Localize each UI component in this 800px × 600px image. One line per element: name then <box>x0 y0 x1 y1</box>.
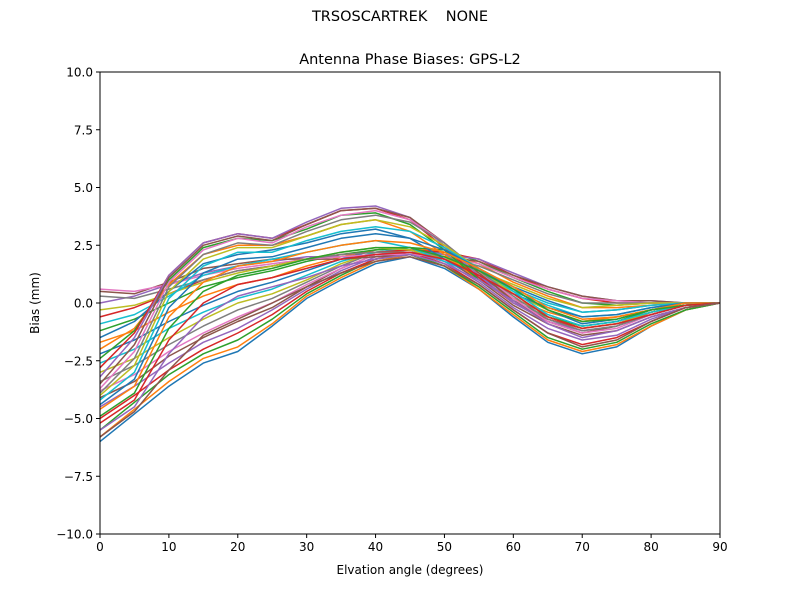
chart-title: Antenna Phase Biases: GPS-L2 <box>299 52 521 68</box>
y-tick-label: 5.0 <box>74 181 93 195</box>
series-line-az-340 <box>99 253 721 431</box>
x-tick-label: 70 <box>575 540 590 554</box>
x-tick-label: 10 <box>161 540 176 554</box>
series-line-az-270 <box>99 214 721 394</box>
series-line-az-310 <box>99 239 720 410</box>
series-line-az-320 <box>99 246 721 417</box>
y-tick-label: 0.0 <box>74 297 93 311</box>
series-line-az-250 <box>99 207 721 385</box>
x-axis-ticks: 0 10 20 30 40 50 60 70 80 90 <box>96 534 728 554</box>
y-axis-label: Bias (mm) <box>28 272 42 334</box>
series-layer <box>99 205 721 443</box>
series-line-az-260 <box>99 209 721 390</box>
x-tick-label: 30 <box>299 540 314 554</box>
series-line-az-290 <box>99 226 721 401</box>
series-line-az-330 <box>99 251 721 424</box>
y-tick-label: 10.0 <box>66 66 93 80</box>
y-tick-label: −7.5 <box>64 470 93 484</box>
y-tick-label: −2.5 <box>64 354 93 368</box>
x-tick-label: 20 <box>230 540 245 554</box>
y-axis-ticks: −10.0 −7.5 −5.0 −2.5 0.0 2.5 5.0 7.5 10.0 <box>56 66 100 542</box>
y-tick-label: 7.5 <box>74 123 93 137</box>
x-tick-label: 50 <box>437 540 452 554</box>
x-axis-label: Elvation angle (degrees) <box>337 563 484 577</box>
x-tick-label: 0 <box>96 540 104 554</box>
x-tick-label: 90 <box>712 540 727 554</box>
y-tick-label: −10.0 <box>56 528 93 542</box>
x-tick-label: 80 <box>643 540 658 554</box>
series-line-az-160 <box>99 253 720 304</box>
y-tick-label: 2.5 <box>74 239 93 253</box>
x-tick-label: 60 <box>506 540 521 554</box>
y-tick-label: −5.0 <box>64 412 93 426</box>
series-line-az-350 <box>99 256 721 438</box>
x-tick-label: 40 <box>368 540 383 554</box>
figure-suptitle: TRSOSCARTREK NONE <box>311 9 489 25</box>
